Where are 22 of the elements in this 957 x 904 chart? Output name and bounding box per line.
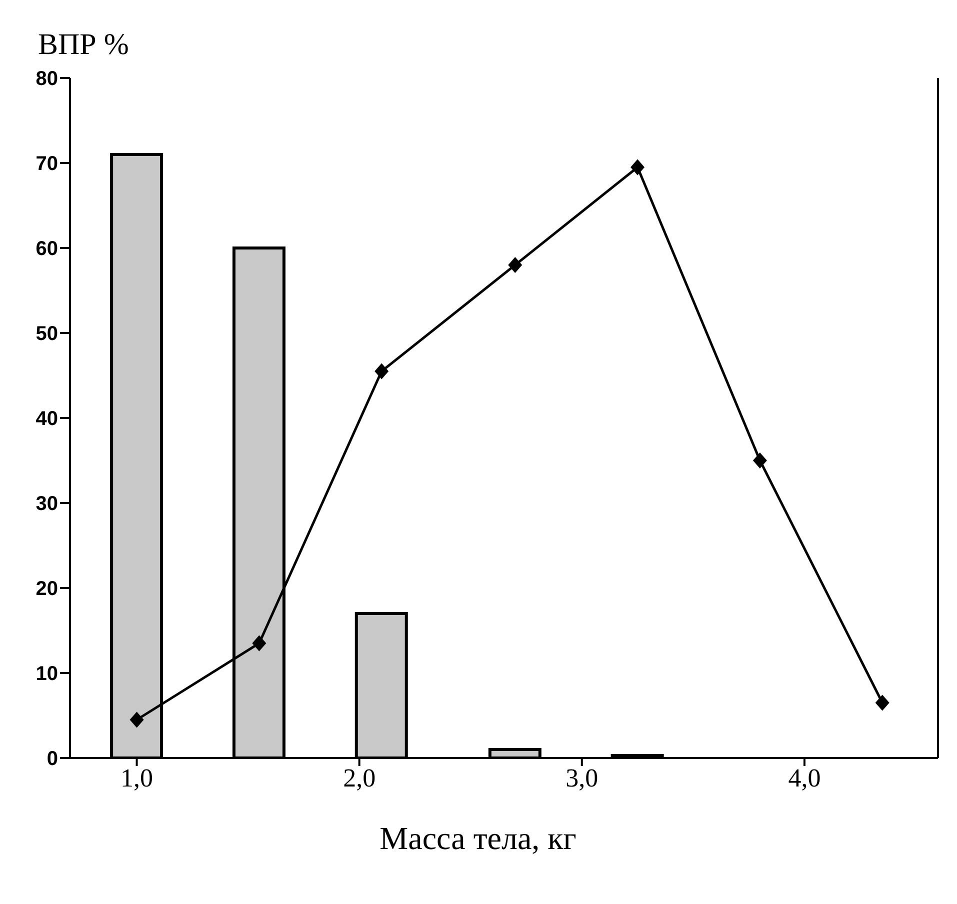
x-tick-label: 2,0 [343, 763, 376, 792]
y-tick-label: 30 [36, 493, 58, 516]
y-tick-label: 40 [36, 408, 58, 430]
x-tick-label: 3,0 [566, 763, 598, 792]
point [875, 694, 890, 711]
y-tick-label: 60 [36, 238, 58, 260]
x-tick-label: 4,0 [788, 763, 821, 792]
point [252, 635, 266, 652]
point [630, 159, 645, 176]
y-tick-label: 10 [36, 663, 58, 686]
x-axis-title: Масса тела, кг [378, 820, 578, 857]
y-tick-label: 0 [46, 748, 58, 770]
y-axis-title: ВПР % [38, 28, 129, 62]
x-tick-label: 1,0 [120, 763, 154, 792]
point [374, 363, 389, 380]
point [130, 712, 144, 728]
point [508, 257, 522, 273]
y-tick-label: 70 [36, 153, 58, 176]
y-tick-label: 20 [36, 578, 58, 600]
point [752, 452, 767, 468]
y-tick-label: 80 [36, 68, 58, 90]
y-tick-label: 50 [36, 323, 58, 346]
